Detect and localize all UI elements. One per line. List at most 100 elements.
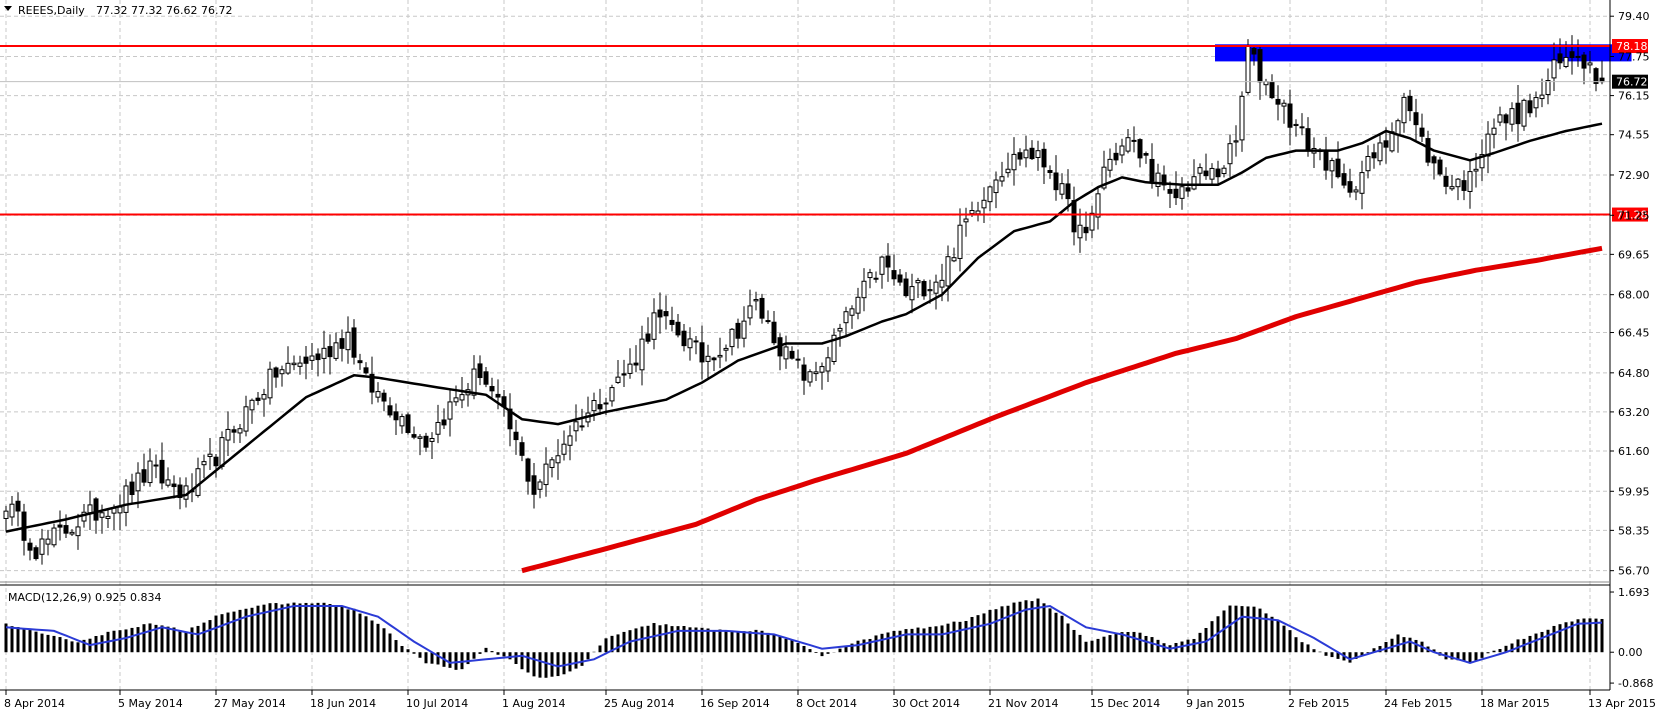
candle	[1041, 142, 1047, 184]
candle	[789, 346, 795, 360]
candle	[387, 397, 393, 418]
candle	[525, 457, 531, 495]
candle	[1089, 205, 1095, 239]
candle	[729, 328, 735, 356]
candle	[579, 408, 585, 431]
candle	[669, 306, 675, 332]
candle	[1161, 165, 1167, 191]
candle	[927, 279, 933, 304]
candle	[1335, 141, 1341, 179]
candle	[327, 334, 333, 375]
candle	[531, 462, 537, 509]
candle	[147, 448, 153, 487]
candle	[621, 359, 627, 387]
candle	[1197, 163, 1203, 185]
candle	[771, 311, 777, 346]
candle	[177, 477, 183, 510]
candle	[1377, 134, 1383, 166]
candle	[411, 426, 417, 440]
symbol-label: REEES,Daily	[18, 4, 85, 17]
candle	[987, 185, 993, 212]
candle	[687, 327, 693, 361]
candle	[555, 439, 561, 480]
resistance-zone	[1215, 44, 1632, 62]
time-axis-label: 8 Oct 2014	[796, 697, 857, 710]
candle	[1083, 211, 1089, 241]
candle	[447, 388, 453, 437]
candle	[1431, 154, 1437, 180]
candle	[435, 404, 441, 444]
candle	[657, 292, 663, 334]
time-axis-label: 30 Oct 2014	[892, 697, 960, 710]
time-axis-label: 27 May 2014	[214, 697, 286, 710]
level-price-label: 71.28	[1616, 209, 1648, 222]
candle	[1587, 51, 1593, 74]
candle	[105, 509, 111, 529]
candle	[1155, 163, 1161, 197]
fast-moving-average	[5, 122, 1603, 533]
candle	[963, 207, 969, 237]
candle	[357, 353, 363, 370]
candle	[909, 273, 915, 314]
macd-axis-label: 0.00	[1618, 646, 1643, 659]
candle	[3, 505, 9, 532]
candle	[1143, 151, 1149, 164]
candle	[993, 171, 999, 209]
candle	[537, 479, 543, 499]
candle	[207, 438, 213, 471]
candle	[489, 377, 495, 398]
candle	[711, 356, 717, 372]
candle	[747, 289, 753, 326]
candle	[285, 346, 291, 375]
candle	[297, 355, 303, 375]
candle	[1179, 177, 1185, 210]
candle	[663, 295, 669, 330]
candle	[693, 335, 699, 355]
candle	[21, 503, 27, 556]
candle	[1581, 52, 1587, 85]
price-axis-label: 66.45	[1618, 327, 1650, 340]
candle	[627, 348, 633, 379]
dropdown-triangle-icon[interactable]	[4, 6, 12, 11]
candle	[765, 310, 771, 324]
price-axis-label: 74.55	[1618, 129, 1650, 142]
candle	[873, 271, 879, 283]
candle	[255, 392, 261, 406]
price-axis-label: 69.65	[1618, 248, 1650, 261]
candle	[1233, 125, 1239, 157]
time-axis-label: 18 Jun 2014	[310, 697, 376, 710]
candle	[1509, 102, 1515, 132]
candle	[339, 329, 345, 362]
candle	[1293, 119, 1299, 137]
candle	[1359, 160, 1365, 210]
time-axis-label: 10 Jul 2014	[406, 697, 468, 710]
candle	[1413, 98, 1419, 141]
price-axis-label: 56.70	[1618, 565, 1650, 578]
candle	[345, 316, 351, 364]
candle	[1035, 140, 1041, 171]
candle	[453, 385, 459, 406]
candle	[1275, 85, 1281, 121]
candle	[1053, 155, 1059, 201]
last-price-badge	[1612, 74, 1648, 89]
candle	[783, 335, 789, 369]
price-axis-label: 63.20	[1618, 406, 1650, 419]
last-price-label: 76.72	[1616, 76, 1648, 89]
candle	[951, 247, 957, 263]
candle	[1401, 92, 1407, 133]
candle	[1341, 163, 1347, 189]
price-axis-label: 58.35	[1618, 524, 1650, 537]
candle	[567, 425, 573, 461]
candle	[819, 362, 825, 390]
candle	[681, 323, 687, 352]
macd-axis-label: 1.693	[1618, 586, 1650, 599]
candle	[141, 453, 147, 487]
macd-axis-label: -0.868	[1618, 677, 1653, 690]
candle	[477, 355, 483, 386]
candle	[759, 293, 765, 324]
candle	[1515, 85, 1521, 142]
time-axis-label: 25 Aug 2014	[604, 697, 674, 710]
candle	[171, 475, 177, 499]
